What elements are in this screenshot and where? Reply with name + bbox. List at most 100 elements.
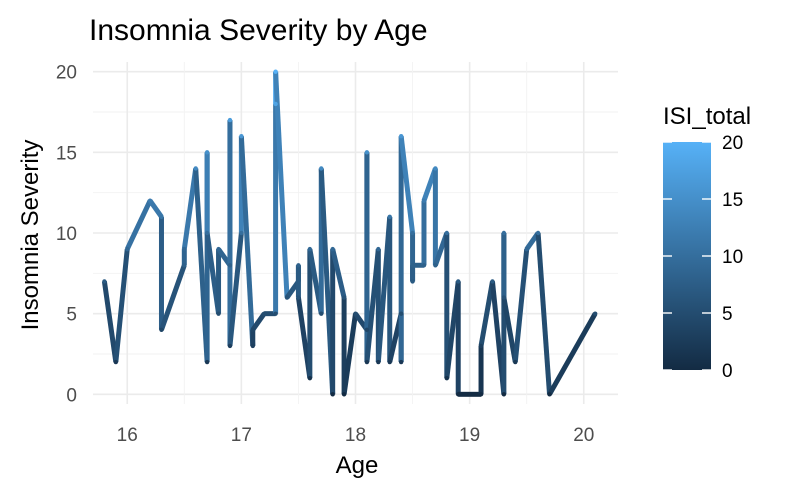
chart-title: Insomnia Severity by Age — [89, 14, 428, 47]
x-tick-label: 19 — [459, 425, 480, 446]
data-point — [273, 311, 278, 316]
x-tick-label: 20 — [573, 425, 594, 446]
data-point — [296, 295, 301, 300]
legend-tick-label: 5 — [722, 304, 733, 325]
data-point — [501, 392, 507, 397]
data-point — [513, 359, 518, 365]
data-point — [159, 214, 164, 220]
data-point — [273, 69, 278, 74]
line-segment — [159, 264, 187, 331]
data-point — [421, 263, 427, 268]
data-point — [410, 279, 415, 284]
x-tick-label: 18 — [345, 425, 366, 446]
data-point — [182, 246, 187, 252]
data-point — [250, 343, 255, 349]
data-point — [421, 198, 427, 203]
data-point — [364, 327, 370, 332]
data-point — [147, 198, 153, 203]
y-tick-label: 5 — [66, 305, 77, 326]
line-segment — [341, 313, 358, 395]
data-point — [261, 311, 267, 316]
data-point — [227, 117, 233, 123]
data-point — [102, 279, 107, 284]
y-tick-label: 20 — [56, 63, 77, 84]
data-point — [204, 359, 210, 365]
data-point — [467, 392, 472, 397]
data-point — [273, 101, 278, 107]
legend-tick-label: 20 — [722, 133, 743, 154]
x-tick-label: 16 — [117, 425, 138, 446]
data-point — [547, 392, 552, 397]
data-point — [456, 279, 461, 284]
line-segment — [227, 232, 244, 347]
series-line — [101, 69, 598, 397]
data-point — [216, 246, 221, 252]
line-segment — [547, 312, 598, 396]
line-segment — [501, 297, 518, 363]
data-point — [433, 166, 438, 171]
x-tick-label: 17 — [231, 425, 252, 446]
data-point — [398, 311, 404, 316]
x-axis-ticks: 16 17 18 19 20 — [117, 425, 595, 446]
legend-tick-label: 0 — [722, 361, 733, 382]
data-point — [456, 392, 461, 397]
data-point — [296, 263, 301, 268]
data-point — [410, 230, 415, 236]
y-tick-label: 10 — [56, 224, 77, 245]
data-point — [319, 311, 324, 316]
data-point — [490, 279, 495, 284]
line-segment — [101, 281, 119, 363]
data-point — [113, 359, 119, 365]
data-point — [204, 230, 210, 236]
y-tick-label: 0 — [66, 385, 77, 406]
data-point — [341, 295, 347, 300]
data-point — [204, 150, 210, 155]
line-segment — [250, 312, 267, 332]
data-point — [376, 359, 381, 365]
data-point — [330, 392, 335, 397]
data-point — [398, 134, 404, 139]
data-point — [227, 343, 233, 349]
data-point — [296, 279, 301, 284]
data-point — [535, 230, 541, 236]
data-point — [125, 246, 130, 252]
y-axis-ticks: 0 5 10 15 20 — [56, 63, 77, 407]
data-point — [182, 263, 187, 268]
data-point — [387, 214, 392, 220]
data-point — [239, 230, 244, 236]
data-point — [524, 246, 529, 252]
data-point — [319, 166, 324, 171]
data-point — [307, 246, 313, 252]
line-segment — [398, 135, 416, 234]
line-segment — [238, 136, 256, 347]
data-point — [444, 230, 450, 236]
data-point — [330, 246, 335, 252]
data-point — [376, 246, 381, 252]
data-point — [307, 375, 313, 381]
data-point — [398, 359, 404, 365]
line-segment — [535, 232, 553, 395]
data-point — [193, 166, 198, 171]
line-segment — [113, 248, 130, 363]
data-point — [592, 311, 598, 316]
y-axis-title: Insomnia Severity — [17, 140, 44, 331]
line-segment — [330, 248, 347, 299]
line-segment — [181, 168, 199, 250]
data-point — [341, 392, 347, 397]
data-point — [239, 134, 244, 139]
data-point — [387, 359, 392, 365]
data-point — [444, 375, 450, 381]
data-point — [250, 327, 255, 332]
y-tick-label: 15 — [56, 143, 77, 164]
legend-tick-label: 10 — [722, 247, 743, 268]
data-point — [284, 295, 290, 300]
data-point — [227, 263, 233, 268]
data-point — [410, 263, 415, 268]
grid — [93, 62, 618, 404]
color-legend: ISI_total 0 5 10 15 20 — [663, 103, 751, 382]
line-segment — [124, 199, 153, 251]
data-point — [216, 311, 221, 316]
legend-tick-label: 15 — [722, 190, 743, 211]
legend-ticks: 0 5 10 15 20 — [663, 133, 743, 382]
